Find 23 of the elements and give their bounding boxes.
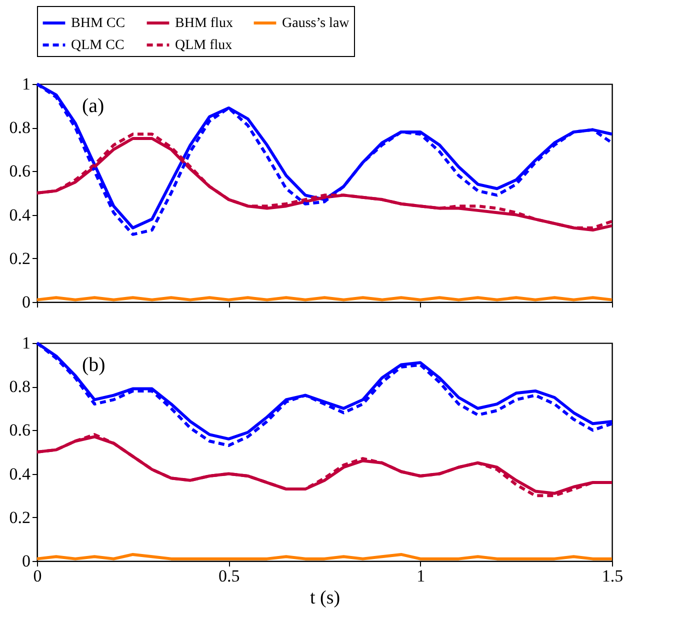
legend-label: QLM flux bbox=[175, 38, 232, 53]
y-tick-label: 0.2 bbox=[9, 248, 30, 268]
y-tick-label: 1 bbox=[22, 334, 30, 352]
y-tick-label: 0.6 bbox=[9, 420, 30, 440]
legend-label: QLM CC bbox=[71, 38, 124, 53]
y-tick-label: 0.2 bbox=[9, 508, 30, 527]
y-tick-label: 0.4 bbox=[9, 205, 31, 224]
y-tick-label: 0.6 bbox=[9, 162, 30, 181]
y-tick-label: 0.4 bbox=[9, 464, 31, 484]
x-tick-label: 0.5 bbox=[218, 566, 240, 586]
x-tick-label: 1 bbox=[416, 566, 426, 586]
annotation: (a) bbox=[82, 95, 104, 117]
y-tick-label: 0.8 bbox=[9, 377, 30, 396]
y-tick-label: 0.8 bbox=[9, 118, 30, 138]
y-tick-label: 1 bbox=[22, 74, 30, 94]
y-tick-label: 0 bbox=[22, 552, 30, 570]
x-axis-title: t (s) bbox=[310, 588, 340, 608]
legend-label: BHM flux bbox=[175, 16, 233, 31]
y-tick-label: 0 bbox=[22, 292, 30, 312]
annotation: (b) bbox=[82, 354, 106, 376]
legend-label: Gauss’s law bbox=[282, 16, 350, 31]
x-tick-label: 1.5 bbox=[602, 566, 624, 586]
legend-label: BHM CC bbox=[71, 16, 126, 31]
